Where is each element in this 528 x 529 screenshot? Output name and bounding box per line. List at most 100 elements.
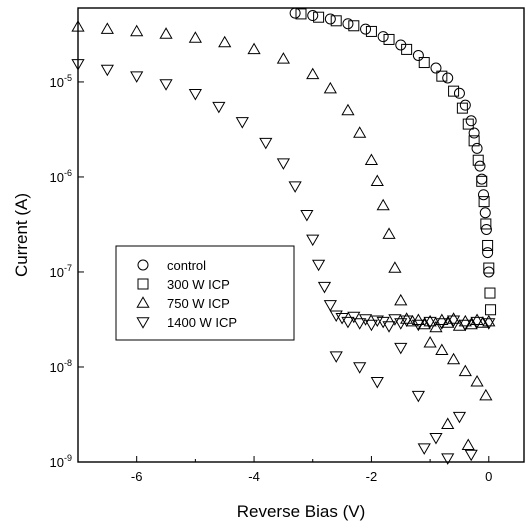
data-point bbox=[329, 351, 343, 363]
data-point bbox=[485, 304, 497, 316]
data-point bbox=[395, 39, 407, 51]
data-point bbox=[323, 300, 337, 312]
legend-marker bbox=[137, 278, 149, 290]
data-point bbox=[435, 313, 449, 326]
data-point bbox=[453, 87, 465, 99]
data-point bbox=[288, 181, 302, 193]
data-point bbox=[483, 262, 495, 274]
data-point bbox=[342, 18, 354, 30]
data-point bbox=[382, 227, 396, 239]
y-tick-exponent: -5 bbox=[64, 73, 72, 83]
data-point bbox=[289, 7, 301, 19]
series-0 bbox=[289, 7, 495, 278]
data-point bbox=[388, 314, 402, 326]
legend-item: control bbox=[137, 258, 206, 273]
data-point bbox=[159, 79, 173, 91]
data-point bbox=[71, 59, 85, 71]
data-point bbox=[411, 390, 425, 403]
data-point bbox=[461, 438, 475, 451]
data-point bbox=[130, 71, 144, 83]
data-point bbox=[364, 319, 379, 332]
data-point bbox=[470, 374, 484, 387]
data-point bbox=[247, 42, 261, 55]
data-point bbox=[313, 11, 325, 23]
data-point bbox=[468, 135, 480, 147]
data-point bbox=[300, 210, 314, 222]
data-point bbox=[471, 142, 483, 154]
data-point bbox=[456, 102, 468, 114]
y-tick-base: 10 bbox=[50, 360, 64, 375]
data-point bbox=[458, 314, 472, 327]
data-point bbox=[478, 189, 490, 201]
data-point bbox=[370, 376, 384, 389]
x-tick-label: 0 bbox=[485, 469, 492, 484]
y-tick-label: 10-9 bbox=[50, 453, 72, 470]
y-tick-base: 10 bbox=[50, 170, 64, 185]
y-tick-base: 10 bbox=[50, 265, 64, 280]
data-point bbox=[377, 31, 389, 43]
data-point bbox=[470, 316, 484, 329]
data-point bbox=[376, 198, 390, 211]
data-point bbox=[347, 311, 361, 324]
data-point bbox=[474, 160, 486, 172]
plot-frame bbox=[77, 7, 525, 463]
data-point bbox=[307, 10, 319, 22]
data-point bbox=[394, 293, 408, 306]
data-point bbox=[480, 218, 492, 230]
series-2 bbox=[71, 20, 496, 451]
data-point bbox=[458, 364, 472, 377]
data-point bbox=[382, 321, 396, 333]
data-point bbox=[423, 335, 437, 348]
data-point bbox=[218, 35, 232, 48]
data-point bbox=[483, 266, 495, 278]
y-tick-base: 10 bbox=[50, 455, 64, 470]
data-point bbox=[435, 318, 449, 330]
data-point bbox=[335, 312, 349, 325]
data-marks bbox=[71, 7, 497, 465]
x-tick-label: -6 bbox=[131, 469, 143, 484]
data-point bbox=[383, 33, 395, 45]
data-point bbox=[446, 352, 461, 365]
legend: control 300 W ICP 750 W ICP 1400 W ICP bbox=[115, 245, 295, 341]
data-point bbox=[436, 70, 448, 82]
data-point bbox=[479, 388, 493, 401]
data-point bbox=[394, 318, 408, 330]
data-point bbox=[429, 432, 443, 445]
data-point bbox=[276, 52, 291, 64]
data-point bbox=[100, 22, 114, 34]
data-point bbox=[459, 99, 471, 111]
data-point bbox=[446, 315, 461, 328]
data-point bbox=[480, 223, 492, 235]
legend-item: 750 W ICP bbox=[136, 296, 230, 311]
data-point bbox=[394, 342, 408, 355]
y-tick-exponent: -7 bbox=[64, 263, 72, 273]
data-point bbox=[472, 154, 484, 166]
x-axis: -6 -4 -2 0 bbox=[131, 456, 492, 484]
data-point bbox=[452, 411, 467, 424]
data-point bbox=[462, 118, 474, 130]
series-3 bbox=[71, 59, 496, 465]
y-tick-label: 10-6 bbox=[50, 168, 72, 185]
x-axis-title: Reverse Bias (V) bbox=[237, 502, 365, 521]
legend-label: 750 W ICP bbox=[167, 296, 230, 311]
data-point bbox=[442, 72, 454, 84]
data-point bbox=[482, 247, 494, 259]
legend-marker bbox=[137, 259, 149, 271]
data-point bbox=[482, 314, 496, 327]
y-tick-label: 10-7 bbox=[50, 263, 72, 280]
legend-label: 1400 W ICP bbox=[167, 315, 237, 330]
data-point bbox=[295, 8, 307, 20]
data-point bbox=[476, 175, 488, 187]
data-point bbox=[276, 158, 291, 170]
data-point bbox=[429, 320, 443, 333]
data-point bbox=[376, 316, 390, 329]
data-point bbox=[465, 115, 477, 127]
y-tick-exponent: -8 bbox=[64, 358, 72, 368]
data-point bbox=[423, 314, 437, 327]
data-point bbox=[401, 43, 413, 55]
data-point bbox=[212, 101, 226, 114]
data-point bbox=[353, 318, 367, 330]
data-point bbox=[188, 89, 202, 101]
data-point bbox=[479, 207, 491, 219]
data-point bbox=[235, 117, 249, 129]
